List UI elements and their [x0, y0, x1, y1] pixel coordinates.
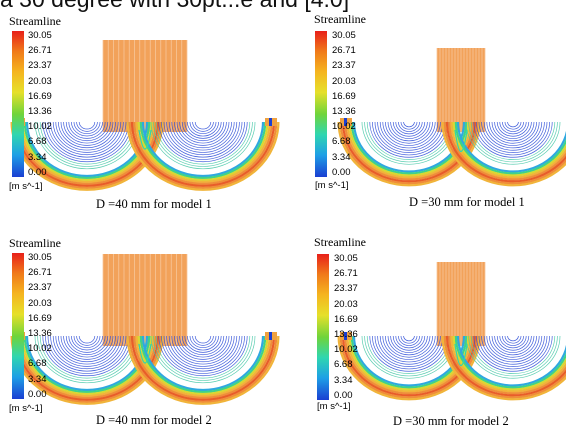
color-bar — [12, 31, 24, 177]
legend-tick-label: 6.68 — [332, 136, 351, 148]
legend-unit: [m s^-1] — [317, 401, 351, 412]
legend-tick-label: 3.34 — [28, 373, 47, 385]
legend-unit: [m s^-1] — [315, 180, 349, 191]
panel-caption: D =40 mm for model 1 — [96, 197, 212, 211]
legend-tick-label: 16.69 — [28, 90, 52, 102]
legend-unit: [m s^-1] — [9, 181, 43, 192]
legend-tick-label: 0.00 — [28, 166, 47, 178]
legend-tick-label: 20.03 — [28, 297, 52, 309]
legend-tick-label: 30.05 — [334, 253, 358, 264]
legend-tick-label: 16.69 — [28, 312, 52, 324]
legend-tick-label: 10.02 — [28, 343, 52, 355]
legend-tick-label: 20.03 — [334, 298, 358, 310]
legend-tick-label: 30.05 — [28, 30, 52, 41]
legend-tick-label: 13.36 — [28, 328, 52, 339]
panel-caption: D =30 mm for model 2 — [393, 414, 509, 428]
legend-tick-label: 13.36 — [28, 106, 52, 117]
legend-title: Streamline — [9, 236, 61, 250]
legend-tick-label: 3.34 — [334, 374, 353, 386]
panel-model1-d30: Streamline 30.05 26.71 23.37 20.03 16.69 13.3… — [283, 0, 566, 214]
panel-caption: D =30 mm for model 1 — [409, 195, 525, 209]
legend-tick-label: 13.36 — [332, 106, 356, 117]
legend-tick-label: 30.05 — [28, 252, 52, 263]
legend-tick-label: 0.00 — [332, 166, 351, 178]
streamline-plot — [337, 48, 566, 187]
legend-tick-label: 26.71 — [28, 45, 52, 57]
legend-tick-label: 26.71 — [334, 268, 358, 280]
legend-tick-label: 3.34 — [28, 151, 47, 163]
legend-title: Streamline — [314, 235, 366, 249]
color-bar — [317, 254, 329, 400]
legend-title: Streamline — [314, 12, 366, 26]
legend-tick-label: 6.68 — [334, 359, 353, 371]
legend-tick-label: 16.69 — [332, 90, 356, 102]
legend-tick-label: 20.03 — [28, 75, 52, 87]
streamline-plot — [337, 262, 566, 401]
legend-tick-label: 10.02 — [334, 344, 358, 356]
top-caption: a 30 degree with 30pt...e and [4.0] — [0, 0, 567, 13]
legend-tick-label: 26.71 — [28, 267, 52, 279]
legend-tick-label: 26.71 — [332, 45, 356, 57]
legend-tick-label: 6.68 — [28, 358, 47, 370]
legend-tick-label: 0.00 — [334, 389, 353, 401]
legend-tick-label: 3.34 — [332, 151, 351, 163]
legend-tick-label: 10.02 — [332, 121, 356, 133]
panel-caption: D =40 mm for model 2 — [96, 413, 212, 427]
panel-model2-d30: Streamline 30.05 26.71 23.37 20.03 16.69 13.3… — [283, 214, 566, 428]
legend-tick-label: 10.02 — [28, 121, 52, 133]
legend-tick-label: 23.37 — [332, 60, 356, 72]
panel-model1-d40: Streamline 30.05 26.71 23.37 20.03 16.69 13.3… — [0, 0, 283, 214]
legend-title: Streamline — [9, 14, 61, 28]
legend-tick-label: 23.37 — [28, 282, 52, 294]
legend-tick-label: 0.00 — [28, 388, 47, 400]
legend-tick-label: 23.37 — [28, 60, 52, 72]
legend-tick-label: 23.37 — [334, 283, 358, 295]
legend-tick-label: 30.05 — [332, 30, 356, 41]
legend-unit: [m s^-1] — [9, 403, 43, 414]
panel-model2-d40: Streamline 30.05 26.71 23.37 20.03 16.69 13.3… — [0, 214, 283, 428]
legend-tick-label: 16.69 — [334, 313, 358, 325]
legend-tick-label: 6.68 — [28, 136, 47, 148]
legend-tick-label: 13.36 — [334, 329, 358, 340]
color-bar — [12, 253, 24, 399]
legend-tick-label: 20.03 — [332, 75, 356, 87]
color-bar — [315, 31, 327, 177]
